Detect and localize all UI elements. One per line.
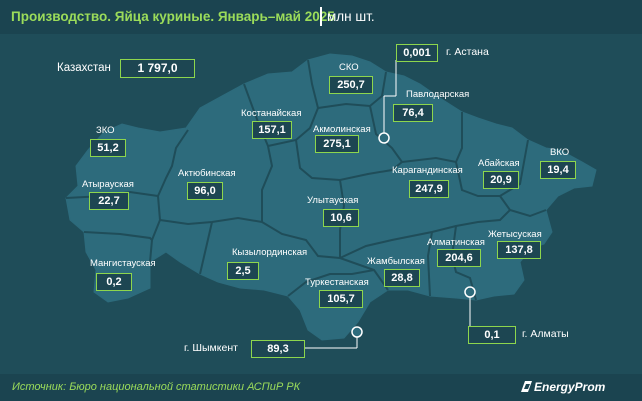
energyprom-logo-icon	[521, 381, 532, 392]
region-label-zko: ЗКО	[96, 125, 115, 136]
city-value-shymkent: 89,3	[251, 340, 305, 358]
city-label-astana: г. Астана	[446, 46, 489, 58]
region-value-mangystau: 0,2	[96, 273, 132, 291]
region-label-zhetysu: Жетысуская	[488, 229, 542, 240]
region-label-mangystau: Мангистауская	[90, 258, 156, 269]
region-value-akmola: 275,1	[315, 135, 359, 153]
unit-label: млн шт.	[320, 7, 375, 26]
region-label-turkestan: Туркестанская	[305, 277, 369, 288]
shymkent-marker	[351, 326, 363, 338]
country-label: Казахстан	[57, 62, 111, 74]
source-note: Источник: Бюро национальной статистики А…	[12, 381, 301, 393]
region-label-ulytau: Улытауская	[307, 195, 359, 206]
region-value-karaganda: 247,9	[409, 180, 449, 198]
region-value-zko: 51,2	[90, 139, 126, 157]
region-label-abay: Абайская	[478, 158, 520, 169]
region-label-pavlodar: Павлодарская	[406, 89, 470, 100]
region-value-abay: 20,9	[483, 171, 519, 189]
region-value-turkestan: 105,7	[319, 290, 363, 308]
region-label-kostanay: Костанайская	[241, 108, 302, 119]
region-label-zhambyl: Жамбылская	[367, 256, 425, 267]
region-value-pavlodar: 76,4	[393, 104, 433, 122]
region-label-kyzylorda: Кызылординская	[232, 247, 308, 258]
region-label-aktobe: Актюбинская	[178, 168, 236, 179]
astana-marker	[378, 132, 390, 144]
region-label-almaty: Алматинская	[427, 237, 485, 248]
energyprom-logo: EnergyProm	[534, 380, 606, 394]
region-label-vko: ВКО	[550, 147, 570, 158]
region-label-karaganda: Карагандинская	[392, 165, 463, 176]
region-value-ulytau: 10,6	[323, 209, 359, 227]
region-label-akmola: Акмолинская	[313, 124, 371, 135]
region-value-vko: 19,4	[540, 161, 576, 179]
city-label-shymkent: г. Шымкент	[184, 342, 238, 354]
region-value-aktobe: 96,0	[187, 182, 223, 200]
region-value-zhetysu: 137,8	[497, 241, 541, 259]
region-value-almaty: 204,6	[437, 249, 481, 267]
region-value-zhambyl: 28,8	[384, 269, 420, 287]
region-value-atyrau: 22,7	[89, 192, 129, 210]
almaty-marker	[464, 286, 476, 298]
region-value-sko: 250,7	[329, 76, 373, 94]
chart-title: Производство. Яйца куриные. Январь–май 2…	[11, 9, 335, 24]
country-value: 1 797,0	[120, 59, 195, 78]
city-value-astana: 0,001	[396, 44, 438, 62]
city-value-almaty: 0,1	[468, 326, 516, 344]
city-label-almaty: г. Алматы	[522, 328, 569, 340]
region-label-atyrau: Атырауская	[82, 179, 134, 190]
region-label-sko: СКО	[339, 62, 359, 73]
region-value-kyzylorda: 2,5	[227, 262, 259, 280]
footer-bar	[0, 374, 642, 401]
region-value-kostanay: 157,1	[252, 121, 292, 139]
